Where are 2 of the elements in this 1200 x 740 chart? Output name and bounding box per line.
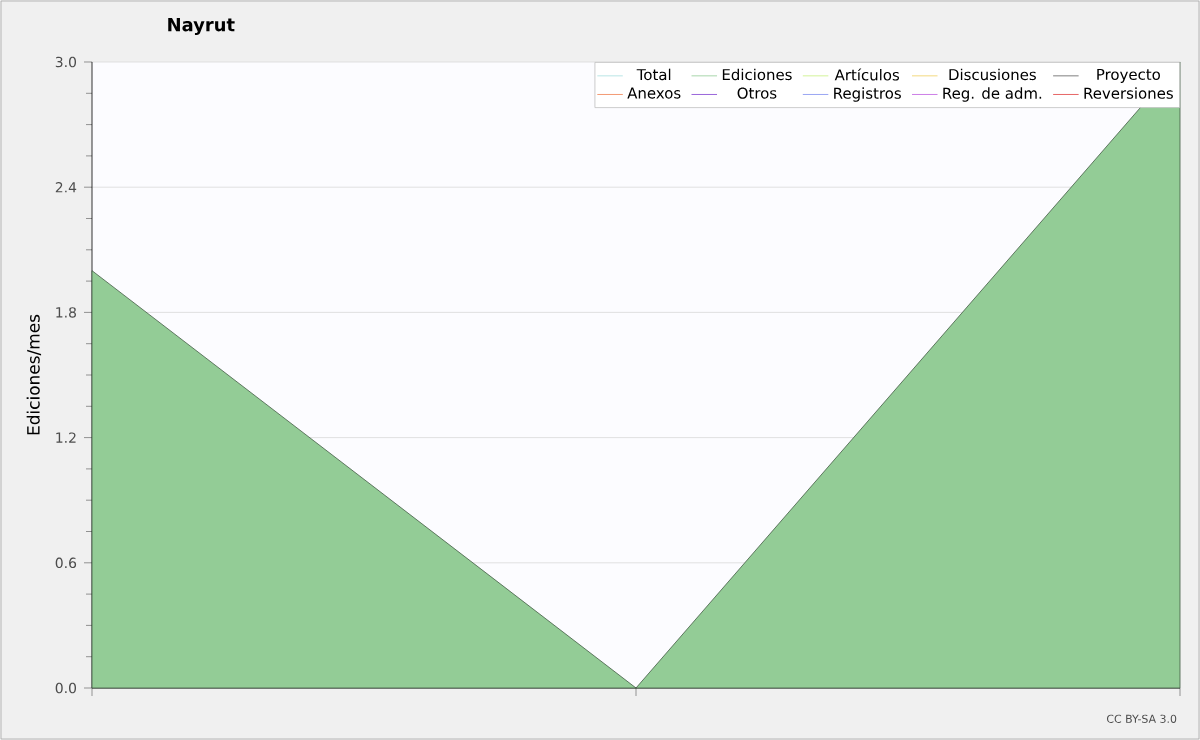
chart-title: Nayrut [168, 18, 235, 36]
y-axis-title: Ediciones/mes [26, 314, 42, 435]
